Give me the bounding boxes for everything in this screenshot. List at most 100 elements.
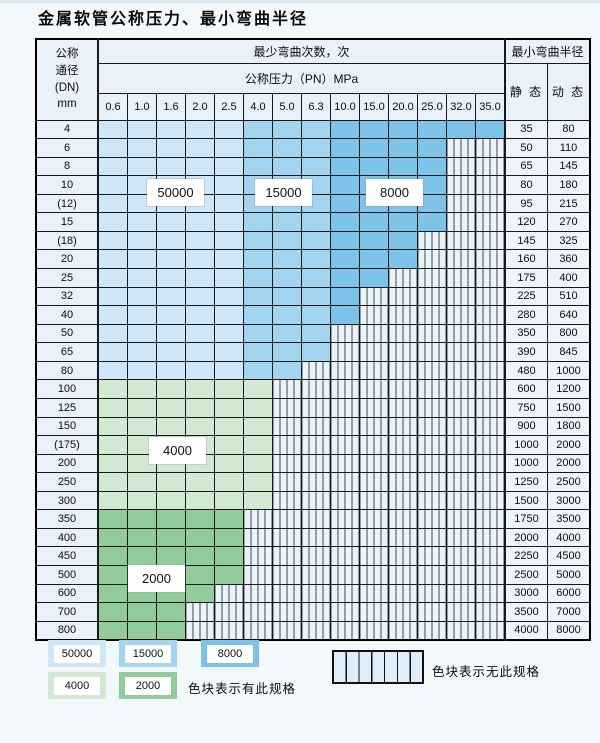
spec-cell <box>127 527 157 548</box>
no-spec-cell <box>475 138 506 158</box>
no-spec-cell <box>446 583 476 604</box>
no-spec-cell <box>359 527 389 548</box>
pressure-col-25.0: 25.0 <box>417 92 447 121</box>
spec-cell <box>243 156 273 177</box>
spec-cell <box>388 156 418 177</box>
dn-value: 32 <box>35 286 99 307</box>
no-spec-cell <box>272 509 302 529</box>
no-spec-cell <box>475 342 506 362</box>
spec-cell <box>243 379 273 399</box>
spec-cell <box>127 119 157 140</box>
static-radius-value: 600 <box>504 379 548 399</box>
no-spec-cell <box>446 602 476 622</box>
spec-cell <box>97 230 128 251</box>
spec-cell <box>127 323 157 344</box>
no-spec-cell <box>446 360 476 381</box>
header-row-1: 公称 通径 (DN) mm 最少弯曲次数，次 最小弯曲半径 <box>35 38 591 121</box>
spec-cell <box>243 435 273 455</box>
no-spec-cell <box>243 527 273 548</box>
dynamic-radius-value: 180 <box>547 175 591 195</box>
no-spec-cell <box>301 416 331 437</box>
dn-value: 700 <box>35 602 99 622</box>
legend-has-spec-text: 色块表示有此规格 <box>188 682 297 696</box>
no-spec-cell <box>330 472 360 492</box>
no-spec-cell <box>359 305 389 325</box>
dynamic-radius-value: 110 <box>547 138 591 158</box>
no-spec-cell <box>417 379 447 399</box>
dn-value: 150 <box>35 416 99 437</box>
no-spec-cell <box>417 453 447 474</box>
static-radius-value: 225 <box>504 286 548 307</box>
no-spec-cell <box>417 416 447 437</box>
spec-table-wrap: 公称 通径 (DN) mm 最少弯曲次数，次 最小弯曲半径 公称压力（PN）MP… <box>35 38 591 641</box>
no-spec-cell <box>388 583 418 604</box>
no-spec-cell <box>388 435 418 455</box>
no-spec-cell <box>417 620 447 641</box>
dynamic-radius-value: 360 <box>547 249 591 269</box>
legend-no-spec-text: 色块表示无此规格 <box>432 665 541 679</box>
no-spec-cell <box>388 342 418 362</box>
table-row-dn-300: 300 1500 3000 <box>35 490 591 511</box>
pressure-col-15.0: 15.0 <box>359 92 389 121</box>
pressure-col-32.0: 32.0 <box>446 92 476 121</box>
spec-cell <box>185 268 215 288</box>
no-spec-cell <box>446 527 476 548</box>
spec-cell <box>127 286 157 307</box>
table-row-dn-800: 800 4000 8000 <box>35 620 591 641</box>
no-spec-cell <box>272 490 302 511</box>
no-spec-cell <box>272 527 302 548</box>
dn-value: 10 <box>35 175 99 195</box>
no-spec-cell <box>475 435 506 455</box>
table-row-dn-10: 10 80 180 <box>35 175 591 195</box>
table-row-dn-250: 250 1250 2500 <box>35 472 591 492</box>
no-spec-cell <box>475 472 506 492</box>
no-spec-cell <box>272 379 302 399</box>
spec-cell <box>243 119 273 140</box>
spec-cell <box>214 268 244 288</box>
spec-cell <box>214 379 244 399</box>
spec-cell <box>272 305 302 325</box>
spec-cell <box>243 249 273 269</box>
spec-cell <box>243 138 273 158</box>
no-spec-cell <box>475 286 506 307</box>
static-radius-value: 480 <box>504 360 548 381</box>
no-spec-cell <box>417 602 447 622</box>
table-row-dn-25: 25 175 400 <box>35 268 591 288</box>
no-spec-cell <box>301 583 331 604</box>
static-radius-value: 65 <box>504 156 548 177</box>
spec-cell <box>359 268 389 288</box>
spec-cell <box>243 268 273 288</box>
pressure-col-0.6: 0.6 <box>97 92 128 121</box>
no-spec-cell <box>243 583 273 604</box>
no-spec-cell <box>185 620 215 641</box>
no-spec-cell <box>330 490 360 511</box>
spec-cell <box>214 193 244 214</box>
region-label-4000: 4000 <box>149 437 206 464</box>
no-spec-cell <box>446 286 476 307</box>
no-spec-cell <box>417 546 447 566</box>
no-spec-cell <box>475 156 506 177</box>
no-spec-cell <box>446 565 476 585</box>
spec-cell <box>185 360 215 381</box>
dn-value: 450 <box>35 546 99 566</box>
no-spec-cell <box>417 230 447 251</box>
spec-cell <box>301 305 331 325</box>
no-spec-cell <box>446 193 476 214</box>
static-radius-value: 750 <box>504 397 548 418</box>
legend-swatch-label: 8000 <box>207 644 253 663</box>
spec-cell <box>243 453 273 474</box>
no-spec-cell <box>359 583 389 604</box>
dynamic-radius-value: 270 <box>547 212 591 232</box>
spec-cell <box>97 193 128 214</box>
table-row-dn-(175): (175) 1000 2000 <box>35 435 591 455</box>
spec-cell <box>156 119 186 140</box>
legend-swatch-label: 4000 <box>54 676 100 695</box>
spec-cell <box>185 230 215 251</box>
dn-value: 4 <box>35 119 99 140</box>
legend-no-spec-swatch <box>332 650 424 684</box>
spec-cell <box>156 546 186 566</box>
dynamic-radius-value: 400 <box>547 268 591 288</box>
spec-cell <box>388 119 418 140</box>
static-radius-value: 350 <box>504 323 548 344</box>
no-spec-cell <box>417 565 447 585</box>
